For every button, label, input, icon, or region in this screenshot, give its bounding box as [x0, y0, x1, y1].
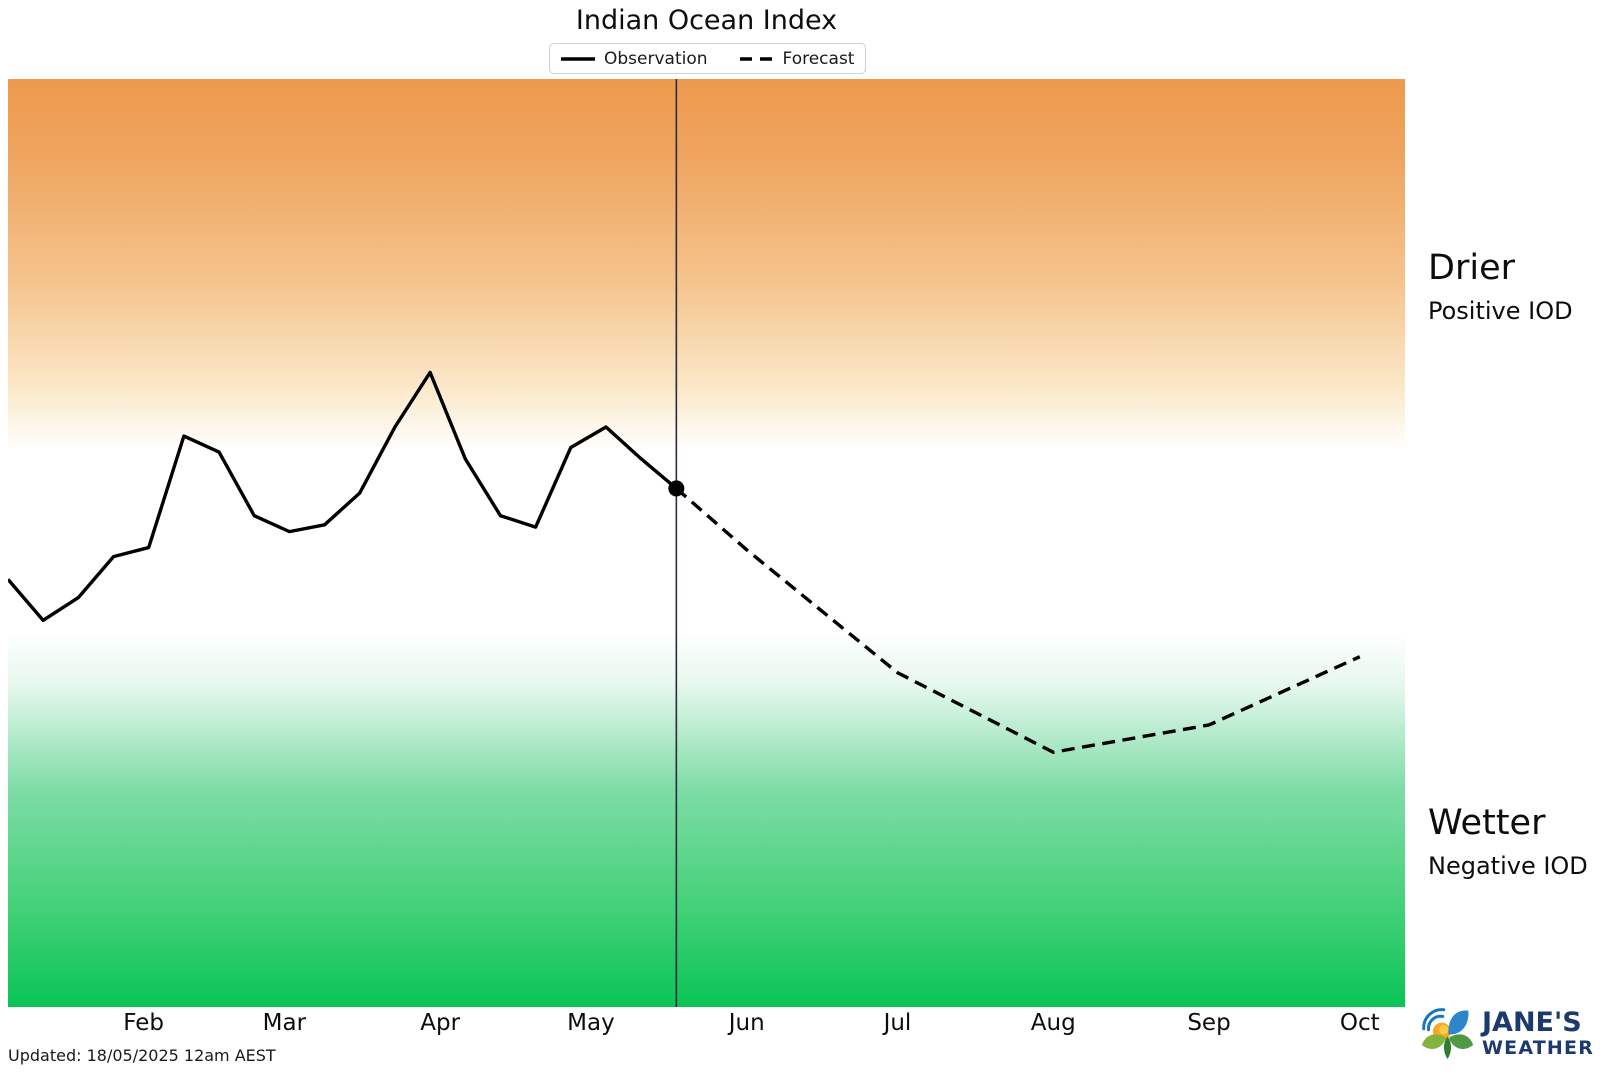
- updated-timestamp: Updated: 18/05/2025 12am AEST: [8, 1046, 276, 1065]
- legend: Observation Forecast: [549, 43, 867, 74]
- x-tick-label-sep: Sep: [1187, 1010, 1231, 1036]
- legend-observation-label: Observation: [604, 48, 708, 69]
- iod-chart-canvas: [8, 79, 1361, 1007]
- janes-weather-logo-icon: [1421, 1008, 1474, 1060]
- iod-plot-area: [8, 79, 1405, 1007]
- legend-observation-line-icon: [561, 56, 595, 61]
- legend-forecast-line-icon: [739, 56, 774, 61]
- janes-weather-wordmark: JANE'S WEATHER: [1482, 1009, 1594, 1058]
- x-tick-label-aug: Aug: [1030, 1010, 1076, 1036]
- wetter-label: Wetter: [1428, 803, 1546, 843]
- x-tick-label-feb: Feb: [123, 1010, 165, 1036]
- positive-iod-label: Positive IOD: [1428, 297, 1573, 325]
- logo-line1: JANE'S: [1482, 1007, 1582, 1038]
- x-tick-label-may: May: [567, 1010, 615, 1036]
- x-tick-label-jul: Jul: [883, 1010, 912, 1036]
- negative-iod-label: Negative IOD: [1428, 852, 1588, 880]
- legend-forecast-label: Forecast: [782, 48, 855, 69]
- janes-weather-logo: JANE'S WEATHER: [1419, 1005, 1594, 1062]
- chart-title: Indian Ocean Index: [575, 5, 838, 36]
- forecast-line: [675, 487, 1361, 754]
- observation-line: [8, 370, 678, 623]
- logo-line2: WEATHER: [1482, 1037, 1595, 1059]
- x-tick-label-oct: Oct: [1339, 1010, 1380, 1036]
- x-tick-label-apr: Apr: [420, 1010, 461, 1036]
- negative-iod-wetter-band: [8, 631, 1405, 1007]
- positive-iod-drier-band: [8, 79, 1405, 450]
- today-marker-dot: [668, 480, 685, 497]
- x-tick-label-mar: Mar: [262, 1010, 307, 1036]
- drier-label: Drier: [1428, 248, 1515, 288]
- x-tick-label-jun: Jun: [728, 1010, 765, 1036]
